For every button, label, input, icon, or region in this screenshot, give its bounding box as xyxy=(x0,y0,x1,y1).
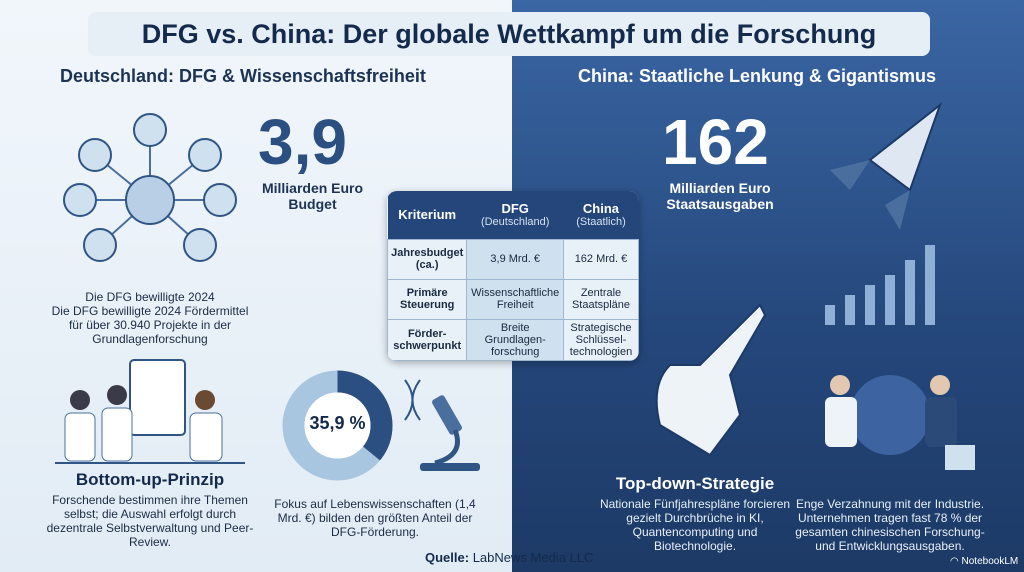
table-header-china: China (Staatlich) xyxy=(563,191,639,239)
top-down-title: Top-down-Strategie xyxy=(615,474,775,493)
source-label: Quelle: xyxy=(425,550,470,565)
projects-text-1: Die DFG bewilligte 2024 xyxy=(85,290,215,304)
researchers-illustration-icon xyxy=(55,359,245,464)
notebooklm-logo-icon: ◠ xyxy=(950,556,962,567)
table-cell: Breite Grundlagen-forschung xyxy=(466,318,564,361)
germany-heading: Deutschland: DFG & Wissenschaftsfreiheit xyxy=(60,66,426,86)
branding-text: NotebookLM xyxy=(961,556,1019,567)
rocket-bar-chart-icon xyxy=(825,102,943,325)
table-cell: Zentrale Staatspläne xyxy=(562,278,639,320)
table-cell: Förder-schwerpunkt xyxy=(387,318,468,361)
table-cell: Wissenschaftliche Freiheit xyxy=(466,278,564,320)
china-budget-label: Milliarden Euro xyxy=(669,180,771,196)
table-cell: 3,9 Mrd. € xyxy=(466,238,564,280)
table-header-dfg: DFG (Deutschland) xyxy=(466,191,564,239)
table-cell: Primäre Steuerung xyxy=(387,278,468,320)
table-row: Förder-schwerpunkt Breite Grundlagen-fors… xyxy=(387,318,639,361)
bottom-up-title: Bottom-up-Prinzip xyxy=(75,470,225,489)
germany-budget-sublabel: Budget xyxy=(288,196,337,212)
china-budget-sublabel: Staatsausgaben xyxy=(666,196,774,212)
donut-segment-life-sciences xyxy=(282,370,393,481)
germany-budget-value: 3,9 xyxy=(258,106,347,178)
notebooklm-branding: ◠ NotebookLM xyxy=(950,556,1018,567)
source-line: Quelle: LabNews Media LLC xyxy=(425,550,593,565)
bottom-up-text: Forschende bestimmen ihre Themen selbst;… xyxy=(46,493,254,549)
table-row: Primäre Steuerung Wissenschaftliche Freih… xyxy=(387,278,639,320)
germany-budget-label: Milliarden Euro xyxy=(261,180,364,196)
table-cell: Jahresbudget (ca.) xyxy=(387,238,468,280)
table-cell: Strategische Schlüssel-technologien xyxy=(562,318,639,361)
network-icon xyxy=(63,113,237,262)
industry-text: Enge Verzahnung mit der Industrie. Unter… xyxy=(795,497,985,553)
handshake-industry-icon xyxy=(825,375,975,470)
pointing-hand-icon xyxy=(655,303,767,457)
comparison-table: Kriterium DFG (Deutschland) China (Staatli… xyxy=(387,191,639,361)
donut-label: 35,9 % xyxy=(309,413,366,433)
table-cell: 162 Mrd. € xyxy=(562,238,639,280)
page-title: DFG vs. China: Der globale Wettkampf um … xyxy=(88,12,930,56)
projects-text-2: Die DFG bewilligte 2024 Fördermittel für… xyxy=(51,304,249,346)
table-header-criterion: Kriterium xyxy=(387,191,467,239)
source-value: LabNews Media LLC xyxy=(472,550,594,565)
china-budget-value: 162 xyxy=(662,106,769,178)
table-row: Jahresbudget (ca.) 3,9 Mrd. €162 Mrd. € xyxy=(387,238,639,280)
donut-chart xyxy=(282,370,393,481)
top-down-text: Nationale Fünfjahrespläne forcieren gezi… xyxy=(599,497,791,553)
china-heading: China: Staatliche Lenkung & Gigantismus xyxy=(578,66,937,86)
microscope-dna-icon xyxy=(404,379,480,471)
donut-text: Fokus auf Lebenswissenschaften (1,4 Mrd.… xyxy=(274,497,476,539)
